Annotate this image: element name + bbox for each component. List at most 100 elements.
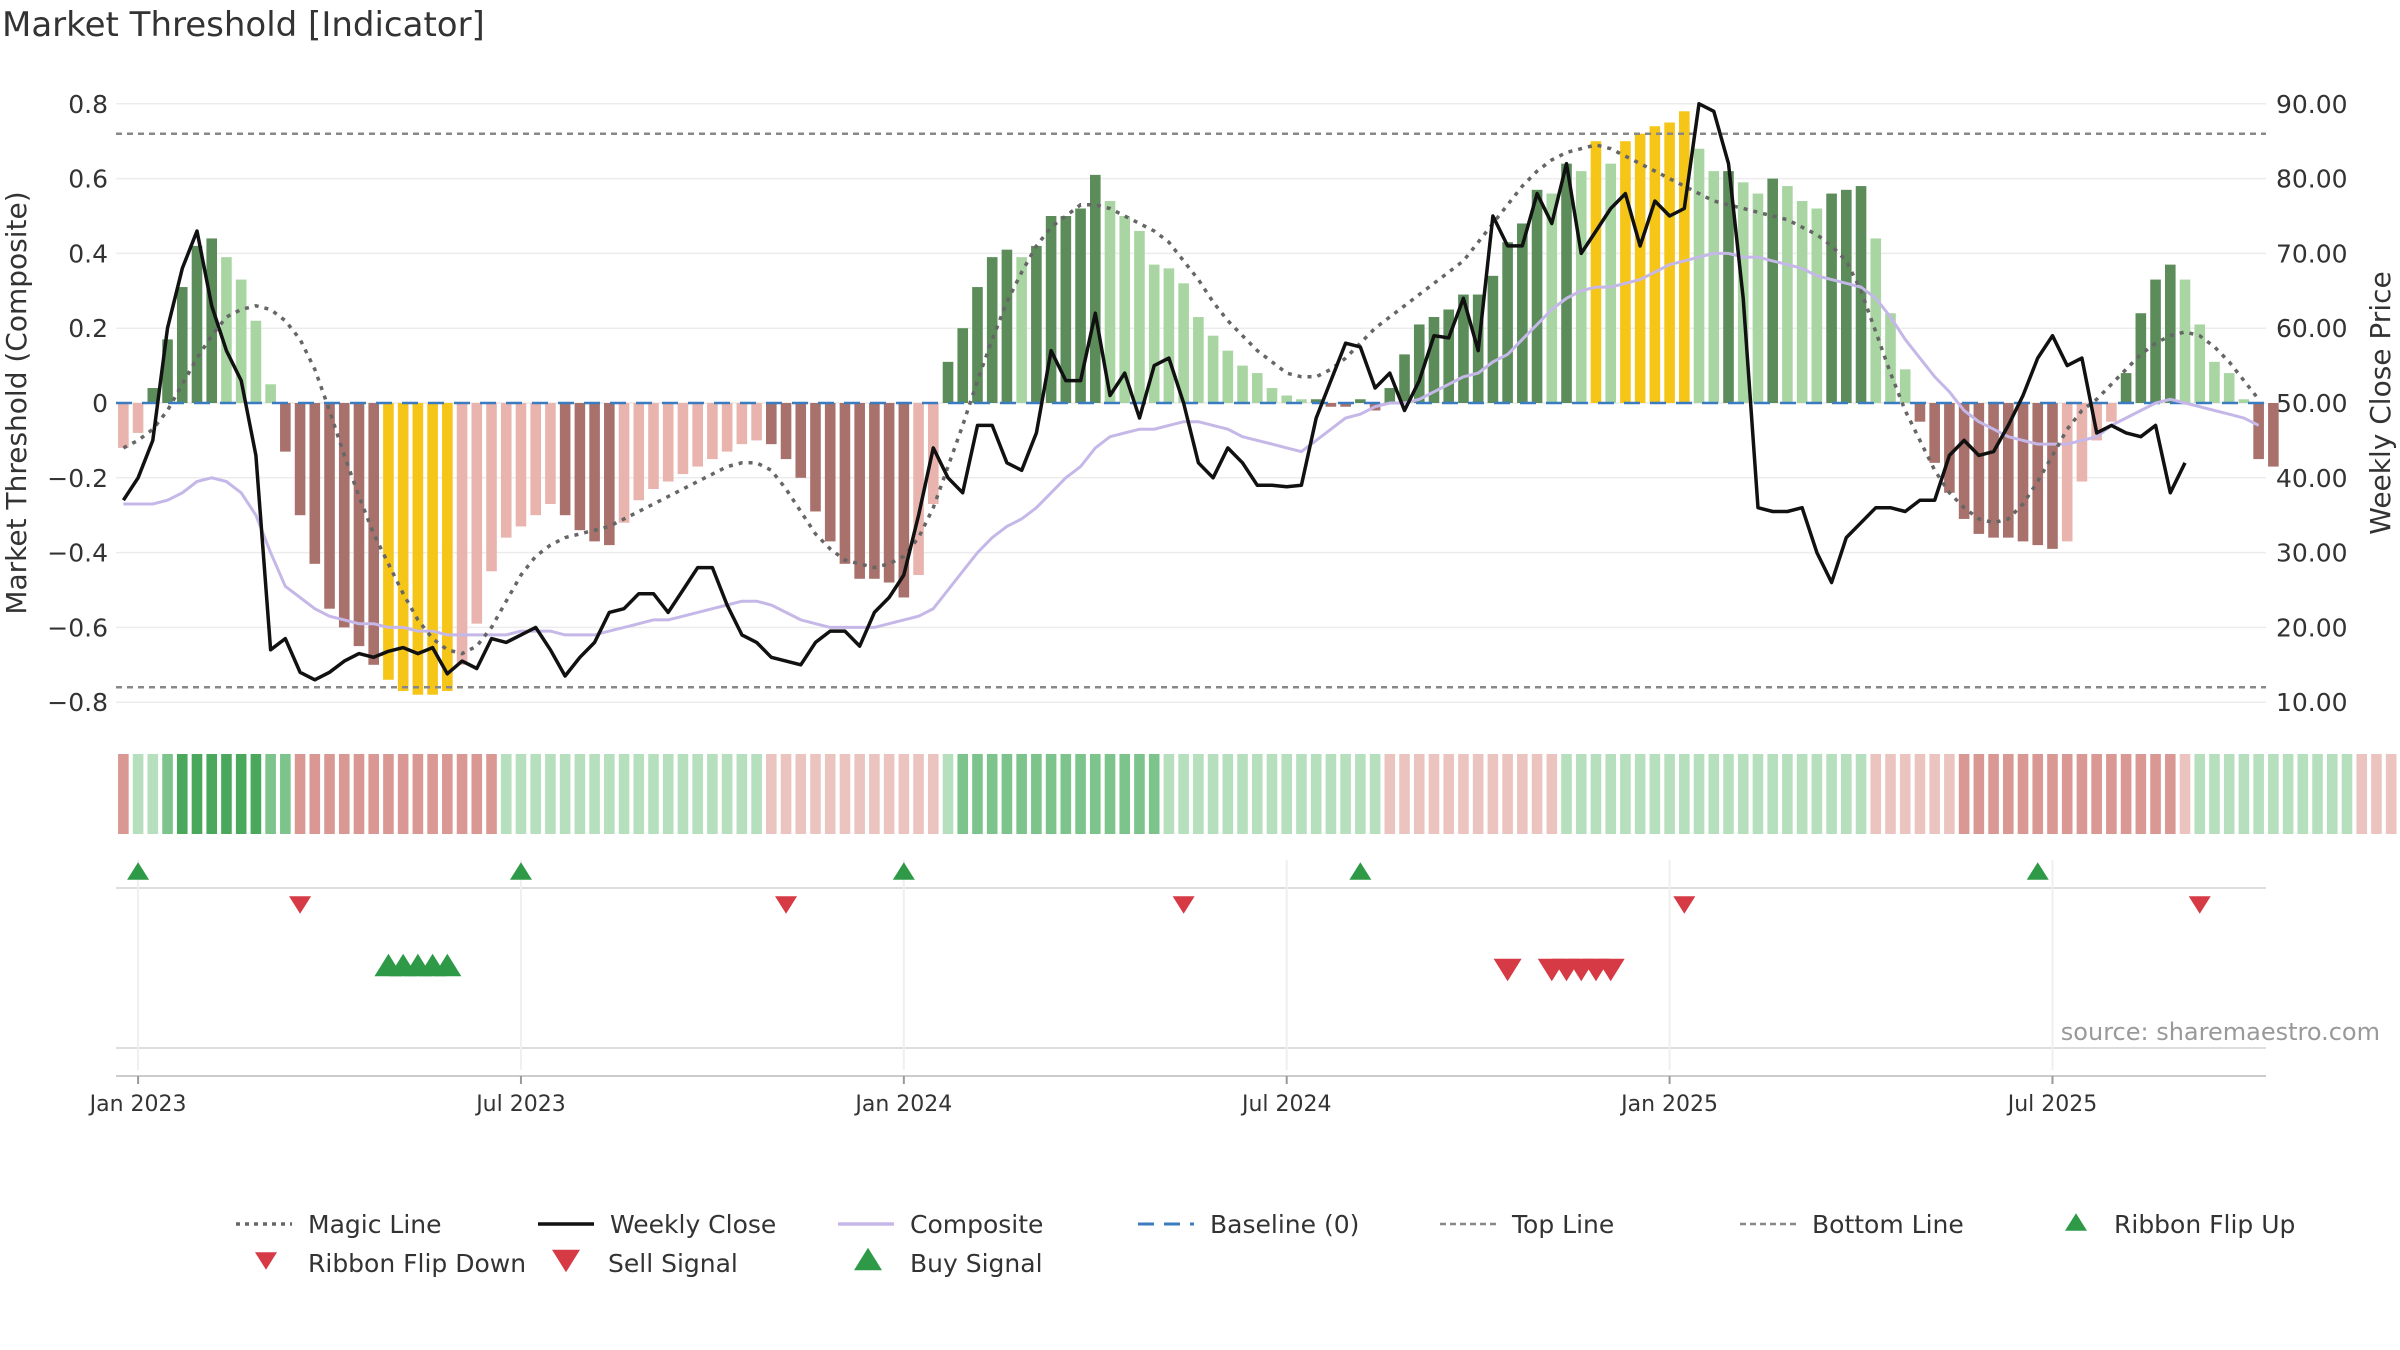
composite-bar [1958, 403, 1970, 519]
ribbon-cell [2002, 754, 2014, 834]
legend-item: Magic Line [236, 1210, 442, 1239]
ribbon-cell [1693, 754, 1705, 834]
ribbon-cell [1060, 754, 1072, 834]
composite-bar [1531, 189, 1543, 403]
ribbon-cell [927, 754, 939, 834]
ribbon-cell [780, 754, 792, 834]
y2-tick-label: 20.00 [2276, 613, 2348, 642]
ribbon-cell [1163, 754, 1175, 834]
composite-bar [1355, 399, 1366, 403]
ribbon-cell [1458, 754, 1469, 834]
composite-bar [353, 403, 365, 647]
ribbon-cell [427, 754, 438, 834]
composite-bar [1664, 122, 1675, 403]
ribbon-strip [118, 754, 2397, 834]
ribbon-cell [1914, 754, 1926, 834]
ribbon-cell [2356, 754, 2368, 834]
y-tick-label: 0.2 [68, 314, 108, 343]
legend-item: Buy Signal [854, 1247, 1043, 1278]
y2-tick-label: 80.00 [2276, 165, 2348, 194]
composite-bar [1502, 242, 1513, 403]
ribbon-cell [1119, 754, 1131, 834]
composite-bar [2223, 373, 2235, 403]
ribbon-cell [913, 754, 924, 834]
ribbon-cell [633, 754, 645, 834]
composite-bar [1796, 201, 1808, 403]
ribbon-flip-down-marker [775, 896, 798, 914]
y2-tick-label: 10.00 [2276, 688, 2348, 717]
ribbon-cell [854, 754, 865, 834]
ribbon-cell [2341, 754, 2353, 834]
y-tick-label: −0.6 [47, 613, 108, 642]
ribbon-cell [118, 754, 129, 834]
ribbon-cell [1826, 754, 1837, 834]
ribbon-cell [1001, 754, 1013, 834]
y2-tick-label: 50.00 [2276, 389, 2348, 418]
ribbon-cell [2091, 754, 2102, 834]
composite-bar [1251, 373, 1263, 403]
ribbon-cell [736, 754, 748, 834]
ribbon-cell [589, 754, 600, 834]
ribbon-cell [1841, 754, 1852, 834]
ribbon-cell [2238, 754, 2250, 834]
ribbon-cell [707, 754, 718, 834]
ribbon-cell [1885, 754, 1896, 834]
composite-bar [604, 403, 615, 546]
composite-bar [1413, 324, 1425, 403]
ribbon-cell [1679, 754, 1690, 834]
legend-swatch [255, 1252, 277, 1270]
composite-bar [2076, 403, 2088, 482]
composite-bar [1855, 186, 1867, 403]
composite-bar [1266, 388, 1278, 403]
ribbon-cell [721, 754, 733, 834]
ribbon-cell [869, 754, 880, 834]
ribbon-cell [353, 754, 365, 834]
legend-label: Sell Signal [608, 1249, 738, 1278]
ribbon-cell [1517, 754, 1528, 834]
composite-bar [1929, 403, 1940, 463]
composite-bar [1561, 163, 1572, 403]
ribbon-cell [1207, 754, 1219, 834]
composite-bar [986, 257, 998, 403]
composite-bar [810, 403, 821, 512]
composite-bar [1899, 369, 1911, 403]
composite-bar [280, 403, 291, 452]
composite-bar [2253, 403, 2264, 460]
composite-bar [515, 403, 527, 527]
ribbon-cell [1634, 754, 1646, 834]
series-lines [121, 102, 2260, 682]
composite-bar [1428, 316, 1440, 403]
sell-signal-marker [1596, 958, 1625, 982]
ribbon-flip-up-marker [1349, 862, 1372, 880]
composite-bar [132, 403, 144, 433]
ribbon-cell [1193, 754, 1204, 834]
composite-bar [1031, 245, 1042, 403]
ribbon-cell [442, 754, 453, 834]
ribbon-cell [1384, 754, 1396, 834]
ribbon-cell [1355, 754, 1366, 834]
composite-bar [2091, 403, 2102, 441]
ribbon-cell [1796, 754, 1808, 834]
composite-bar [176, 287, 188, 403]
legend-label: Buy Signal [910, 1249, 1043, 1278]
magic-line [122, 143, 2260, 656]
legend-item: Composite [838, 1210, 1043, 1239]
ribbon-cell [751, 754, 762, 834]
ribbon-cell [1649, 754, 1661, 834]
ribbon-cell [383, 754, 394, 834]
ribbon-cell [1811, 754, 1823, 834]
ribbon-cell [309, 754, 321, 834]
ribbon-cell [397, 754, 409, 834]
y-tick-label: −0.4 [47, 539, 108, 568]
ribbon-cell [957, 754, 969, 834]
ribbon-cell [1281, 754, 1293, 834]
composite-bar [2106, 403, 2117, 422]
composite-bar [2238, 399, 2250, 403]
composite-bar [751, 403, 762, 441]
composite-bar [1870, 238, 1882, 403]
composite-bar [412, 403, 424, 695]
composite-bar [1104, 201, 1116, 403]
composite-bar [1399, 354, 1410, 403]
composite-bar [1148, 264, 1160, 403]
ribbon-cell [1325, 754, 1337, 834]
